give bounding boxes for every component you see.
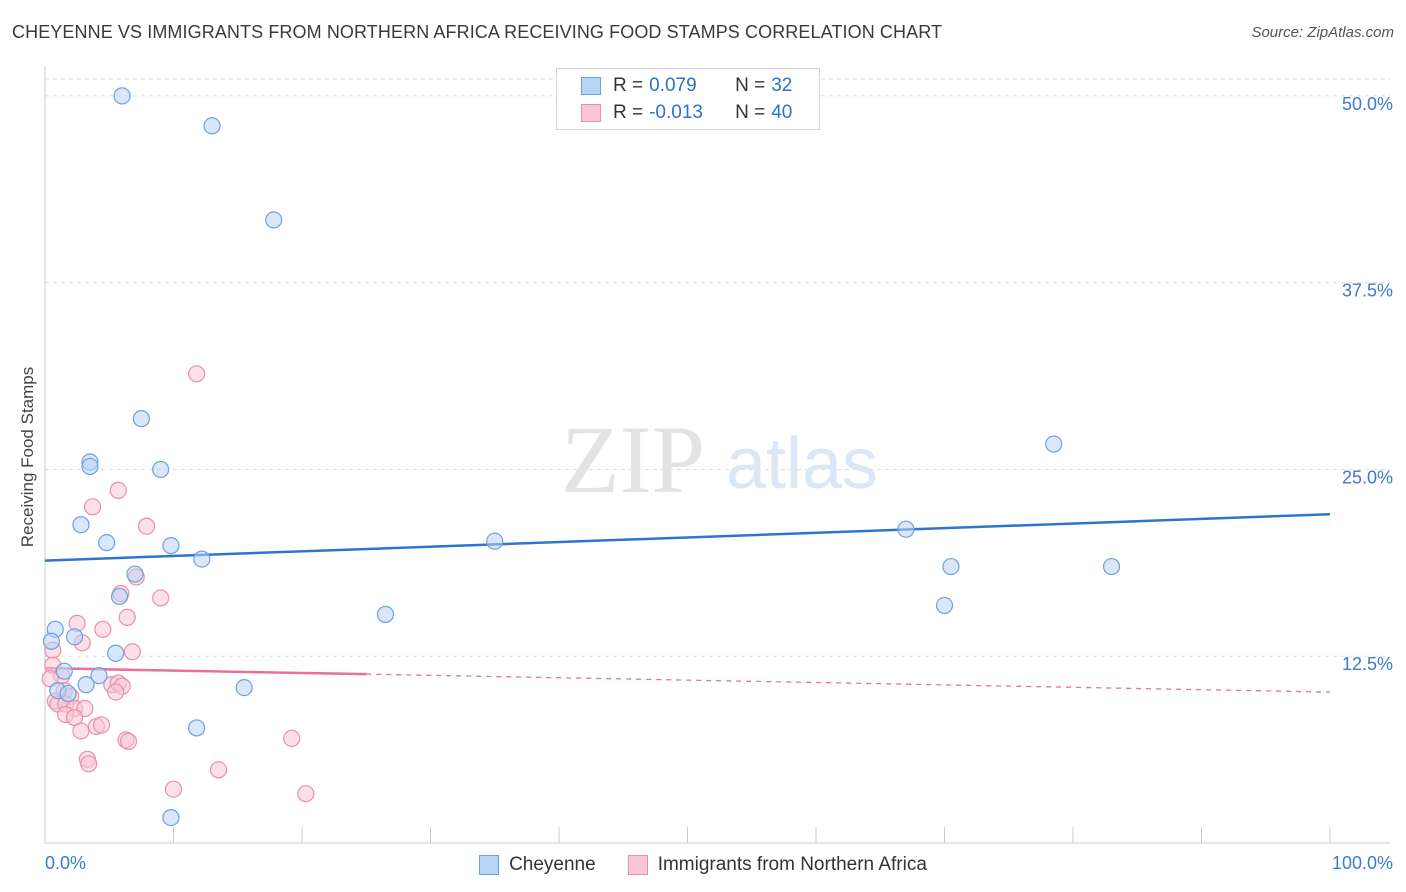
immigrants-point bbox=[80, 755, 98, 773]
cheyenne-point bbox=[162, 537, 180, 555]
immigrants-trend-extension bbox=[366, 673, 1331, 693]
cheyenne-point bbox=[203, 117, 221, 135]
watermark-zip: ZIP bbox=[561, 406, 705, 513]
cheyenne-point bbox=[486, 532, 504, 550]
cheyenne-point bbox=[193, 550, 211, 568]
stats-row-cheyenne: R = 0.079 N = 32 bbox=[581, 73, 792, 99]
cheyenne-point bbox=[942, 557, 960, 576]
watermark: ZIP atlas bbox=[561, 406, 878, 513]
cheyenne-point bbox=[98, 534, 116, 552]
cheyenne-point bbox=[235, 678, 253, 697]
tick-labels: 12.5% 25.0% 37.5% 50.0% 0.0% 100.0% bbox=[45, 94, 1393, 873]
immigrants-point bbox=[72, 722, 90, 740]
cheyenne-trend-line bbox=[44, 513, 1331, 562]
r-label: R = bbox=[613, 102, 644, 123]
cheyenne-point bbox=[72, 516, 90, 534]
immigrants-point bbox=[137, 517, 156, 535]
x-tick-label: 0.0% bbox=[45, 853, 86, 873]
immigrants-point bbox=[109, 481, 127, 499]
cheyenne-legend-swatch bbox=[479, 855, 500, 875]
stats-row-immigrants: R = -0.013 N = 40 bbox=[581, 100, 792, 126]
n-label: N = bbox=[735, 75, 766, 96]
immigrants-point bbox=[118, 608, 136, 626]
series-legend: Cheyenne Immigrants from Northern Africa bbox=[0, 852, 1406, 878]
y-tick-label: 25.0% bbox=[1342, 467, 1393, 487]
immigrants-swatch bbox=[581, 104, 601, 122]
immigrants-point bbox=[297, 785, 315, 803]
cheyenne-point bbox=[188, 719, 206, 737]
cheyenne-point bbox=[265, 211, 283, 229]
immigrants-point bbox=[41, 670, 59, 688]
y-tick-label: 50.0% bbox=[1342, 94, 1393, 114]
r-value: -0.013 bbox=[649, 102, 703, 123]
cheyenne-point bbox=[59, 684, 77, 703]
stats-legend: R = 0.079 N = 32 R = -0.013 N = 40 bbox=[556, 68, 820, 130]
immigrants-point bbox=[188, 365, 206, 383]
cheyenne-point bbox=[152, 460, 170, 479]
immigrants-point bbox=[83, 498, 102, 516]
cheyenne-point bbox=[376, 605, 395, 623]
legend-label-cheyenne: Cheyenne bbox=[509, 854, 596, 875]
gridlines bbox=[45, 78, 1390, 657]
cheyenne-point bbox=[65, 628, 84, 646]
r-label: R = bbox=[613, 75, 644, 96]
cheyenne-point bbox=[77, 676, 95, 694]
cheyenne-point bbox=[55, 662, 73, 680]
cheyenne-point bbox=[107, 644, 125, 662]
immigrants-point bbox=[107, 683, 125, 701]
immigrants-legend-swatch bbox=[627, 855, 648, 875]
trend-lines bbox=[44, 513, 1331, 693]
cheyenne-swatch bbox=[581, 77, 601, 95]
source-label: Source: ZipAtlas.com bbox=[1251, 24, 1394, 41]
immigrants-point bbox=[92, 716, 111, 734]
cheyenne-point bbox=[113, 87, 131, 105]
immigrants-point bbox=[209, 761, 228, 779]
cheyenne-point bbox=[126, 565, 144, 583]
immigrants-point bbox=[94, 620, 112, 638]
cheyenne-point bbox=[90, 667, 108, 685]
cheyenne-point bbox=[1045, 435, 1063, 453]
data-points bbox=[41, 87, 1121, 827]
watermark-atlas: atlas bbox=[726, 424, 878, 504]
x-tick-label: 100.0% bbox=[1332, 853, 1393, 873]
legend-item-immigrants[interactable]: Immigrants from Northern Africa bbox=[627, 854, 927, 876]
cheyenne-point bbox=[132, 410, 150, 428]
immigrants-point bbox=[152, 589, 170, 607]
cheyenne-point bbox=[935, 596, 954, 615]
cheyenne-point bbox=[897, 520, 915, 538]
cheyenne-point bbox=[110, 587, 129, 606]
n-value: 32 bbox=[771, 75, 793, 96]
y-tick-label: 37.5% bbox=[1342, 281, 1393, 301]
n-label: N = bbox=[735, 102, 766, 123]
immigrants-point bbox=[164, 780, 183, 798]
cheyenne-point bbox=[81, 457, 99, 476]
r-value: 0.079 bbox=[649, 75, 697, 96]
legend-label-immigrants: Immigrants from Northern Africa bbox=[657, 854, 927, 875]
cheyenne-point bbox=[1102, 557, 1121, 576]
immigrants-point bbox=[119, 732, 138, 750]
cheyenne-point bbox=[162, 808, 180, 827]
cheyenne-point bbox=[42, 632, 61, 650]
immigrants-point bbox=[283, 729, 301, 748]
chart-title: CHEYENNE VS IMMIGRANTS FROM NORTHERN AFR… bbox=[12, 22, 943, 42]
axes bbox=[44, 66, 1390, 844]
n-value: 40 bbox=[771, 102, 793, 123]
legend-item-cheyenne[interactable]: Cheyenne bbox=[479, 854, 596, 876]
y-tick-label: 12.5% bbox=[1342, 654, 1393, 674]
immigrants-point bbox=[123, 643, 141, 661]
